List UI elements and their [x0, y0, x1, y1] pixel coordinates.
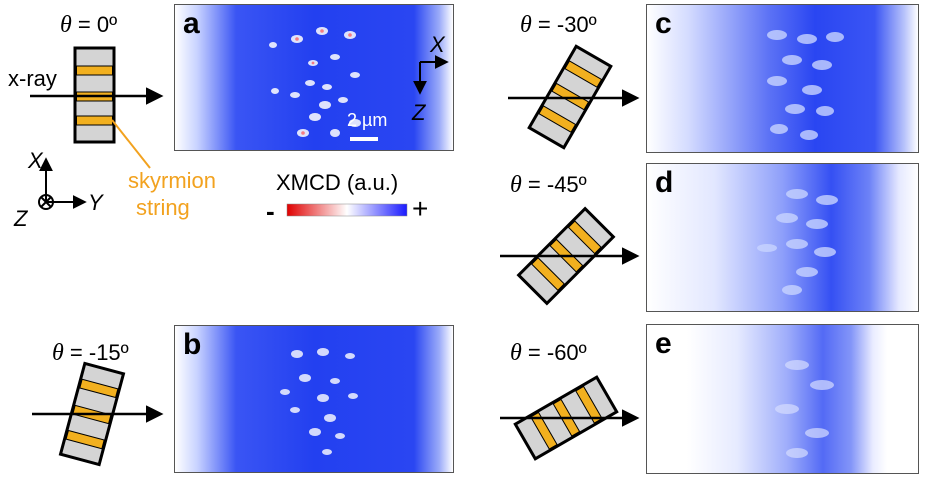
panel-label-b: b [183, 328, 202, 361]
axis-z-label: Z [14, 206, 28, 231]
panel-a: a 2 µm [174, 4, 454, 151]
axis-x-label: X [28, 148, 43, 173]
colorbar-title: XMCD (a.u.) [276, 170, 399, 195]
xz-axis-x-label: X [430, 32, 445, 57]
colorbar-minus: - [266, 196, 275, 226]
coord-axes [38, 157, 87, 210]
xz-axis-z-label: Z [412, 100, 426, 125]
angle-label-a: θ = 0º [60, 12, 118, 38]
xray-label: x-ray [8, 66, 57, 91]
angle-label-d: θ = -45º [510, 172, 587, 198]
skyrmion-pointer [111, 119, 151, 169]
colorbar-gradient [286, 203, 408, 217]
panel-label-d: d [655, 166, 674, 199]
angle-label-e: θ = -60º [510, 340, 587, 366]
xmcd-image-c [647, 5, 918, 152]
skyrmion-label-line1: skyrmion [128, 168, 217, 193]
skyrmion-label-line2: string [136, 195, 190, 220]
panel-b: b [174, 325, 454, 473]
panel-d: d [646, 163, 919, 312]
panel-label-e: e [655, 327, 672, 360]
xmcd-image-d [647, 164, 918, 311]
axis-y-label: Y [88, 190, 103, 215]
xmcd-image-a [175, 5, 453, 150]
xz-axes [413, 55, 449, 95]
scale-bar-label: 2 µm [347, 110, 388, 130]
colorbar-plus: + [412, 193, 429, 224]
xmcd-image-b [175, 326, 453, 472]
angle-label-c: θ = -30º [520, 12, 597, 38]
angle-label-b: θ = -15º [52, 340, 129, 366]
panel-e: e [646, 324, 919, 474]
xmcd-image-e [647, 325, 918, 473]
panel-label-a: a [183, 7, 200, 40]
panel-label-c: c [655, 7, 672, 40]
panel-c: c [646, 4, 919, 153]
